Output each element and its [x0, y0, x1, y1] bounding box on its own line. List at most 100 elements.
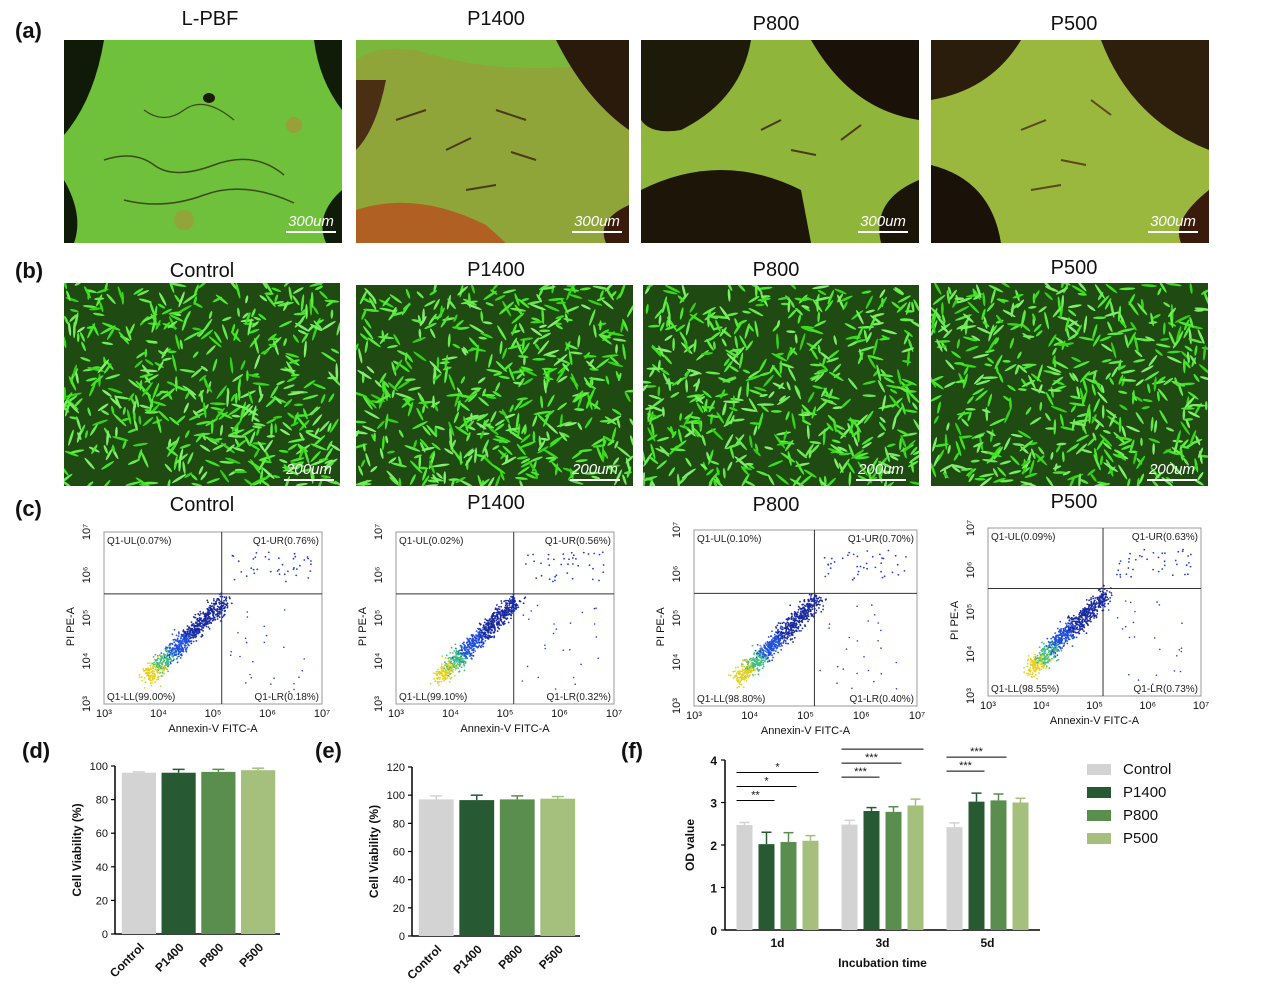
- flow-event: [816, 597, 819, 600]
- flow-event: [810, 593, 813, 596]
- flow-event: [764, 660, 766, 663]
- flow-event: [482, 641, 484, 644]
- flow-event: [184, 638, 186, 640]
- flow-event: [1093, 600, 1096, 603]
- flow-event: [189, 627, 192, 630]
- flow-event: [793, 612, 796, 615]
- flow-event: [167, 664, 169, 666]
- flow-event: [444, 661, 446, 664]
- flow-event: [741, 673, 744, 675]
- flow-event: [158, 675, 160, 678]
- flow-event: [1053, 656, 1055, 659]
- flow-event: [153, 661, 156, 664]
- flow-event: [202, 612, 204, 615]
- flow-event: [812, 605, 814, 608]
- flow-event: [738, 676, 741, 679]
- flow-event: [570, 551, 573, 554]
- flow-event: [1093, 617, 1095, 619]
- flow-event: [1052, 635, 1055, 638]
- flow-event: [216, 599, 218, 602]
- flow-event: [762, 659, 765, 662]
- flow-event: [1095, 616, 1098, 619]
- flow-event: [464, 649, 466, 651]
- flow-event: [747, 670, 749, 673]
- flow-event: [891, 571, 894, 574]
- flow-event: [1134, 558, 1137, 561]
- flow-event: [1096, 609, 1098, 612]
- flow-event: [753, 653, 755, 656]
- flow-event: [163, 656, 166, 658]
- flow-event: [216, 618, 219, 620]
- flow-event: [791, 626, 793, 629]
- flow-event: [1130, 575, 1132, 578]
- flow-event: [1100, 600, 1103, 602]
- flow-event: [732, 677, 735, 679]
- flow-event: [515, 604, 518, 607]
- flow-event: [454, 662, 456, 664]
- flow-event: [1078, 618, 1081, 621]
- flow-event: [293, 683, 295, 685]
- flow-event: [1039, 653, 1042, 656]
- flow-event: [1046, 648, 1049, 650]
- flow-event: [1078, 628, 1081, 630]
- flow-event: [1187, 555, 1189, 557]
- flow-event: [810, 613, 813, 616]
- flow-event: [741, 665, 743, 668]
- flow-event: [199, 625, 202, 627]
- flow-event: [540, 574, 543, 577]
- flow-event: [803, 624, 806, 626]
- flow-event: [500, 614, 503, 616]
- flow-event: [506, 614, 508, 617]
- flow-event: [246, 611, 249, 613]
- flow-event: [460, 666, 463, 669]
- flow-event: [1181, 622, 1183, 624]
- flow-event: [810, 595, 812, 597]
- flow-event: [511, 595, 514, 598]
- flow-event: [301, 669, 304, 672]
- flow-event: [444, 657, 447, 659]
- flow-event: [252, 660, 254, 663]
- flow-event: [749, 666, 751, 669]
- flow-event: [602, 571, 605, 573]
- flow-event: [475, 630, 478, 632]
- flow-event: [808, 593, 811, 596]
- flow-event: [554, 688, 557, 690]
- flow-event: [1042, 664, 1044, 667]
- flow-event: [454, 643, 457, 646]
- flow-event: [1097, 605, 1100, 607]
- flow-event: [200, 635, 203, 638]
- scalebar-a4-label: 300um: [1150, 213, 1196, 230]
- flow-event: [772, 640, 775, 643]
- flow-event: [807, 620, 809, 623]
- flow-event: [508, 598, 511, 600]
- flow-event: [1039, 657, 1041, 659]
- flow-event: [303, 559, 306, 561]
- flow-event: [165, 657, 168, 660]
- flow-event: [1070, 636, 1073, 638]
- flow-event: [1103, 597, 1105, 600]
- flow-event: [493, 635, 496, 638]
- flow-event: [207, 626, 210, 628]
- flow-event: [777, 622, 780, 624]
- flow-event: [461, 661, 463, 663]
- flow-event: [223, 613, 226, 616]
- flow-event: [214, 618, 217, 621]
- flow-event: [773, 649, 775, 652]
- flow-event: [772, 656, 774, 659]
- y-tick-label: 60: [393, 847, 405, 859]
- flow-event: [811, 608, 814, 610]
- flow-event: [1079, 622, 1082, 625]
- legend-swatch-p1400: [1087, 787, 1111, 798]
- flow-event: [175, 647, 178, 649]
- flow-event: [149, 664, 152, 667]
- flow-event: [580, 663, 582, 666]
- row-b-title-1: Control: [169, 260, 235, 282]
- flow-event: [157, 667, 160, 670]
- flow-event: [1107, 598, 1110, 600]
- flow-event: [1046, 653, 1049, 656]
- flow-event: [547, 553, 550, 556]
- flow-event: [188, 633, 190, 636]
- flow-event: [807, 611, 810, 613]
- flow-event: [1034, 658, 1037, 661]
